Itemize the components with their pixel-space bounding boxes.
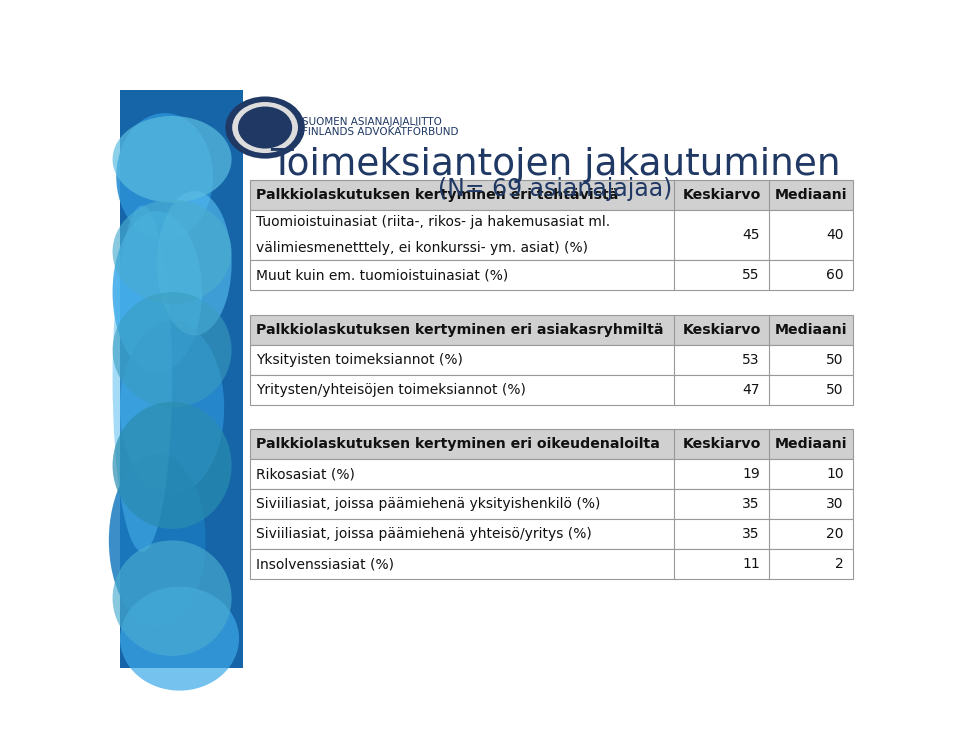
Ellipse shape xyxy=(120,321,225,494)
Text: välimiesmenetttely, ei konkurssi- ym. asiat) (%): välimiesmenetttely, ei konkurssi- ym. as… xyxy=(256,241,588,255)
Text: Keskiarvo: Keskiarvo xyxy=(683,322,760,337)
Text: Tuomioistuinasiat (riita-, rikos- ja hakemusasiat ml.: Tuomioistuinasiat (riita-, rikos- ja hak… xyxy=(256,215,611,229)
Bar xyxy=(251,209,852,260)
Text: Mediaani: Mediaani xyxy=(775,437,847,451)
Text: 40: 40 xyxy=(827,228,844,242)
Text: Mediaani: Mediaani xyxy=(775,322,847,337)
Text: 53: 53 xyxy=(742,352,760,367)
Text: 45: 45 xyxy=(742,228,760,242)
Text: Palkkiolaskutuksen kertyminen eri asiakasryhmiltä: Palkkiolaskutuksen kertyminen eri asiaka… xyxy=(256,322,663,337)
Text: 35: 35 xyxy=(742,497,760,511)
Text: Yksityisten toimeksiannot (%): Yksityisten toimeksiannot (%) xyxy=(256,352,463,367)
Text: 30: 30 xyxy=(827,497,844,511)
Bar xyxy=(251,315,852,345)
Ellipse shape xyxy=(112,211,202,373)
Text: 20: 20 xyxy=(827,527,844,541)
Text: 55: 55 xyxy=(742,268,760,283)
Bar xyxy=(251,519,852,549)
Ellipse shape xyxy=(112,206,172,552)
Ellipse shape xyxy=(157,191,231,335)
Text: Keskiarvo: Keskiarvo xyxy=(683,437,760,451)
Ellipse shape xyxy=(112,200,231,304)
Circle shape xyxy=(232,102,298,153)
Ellipse shape xyxy=(120,586,239,691)
Ellipse shape xyxy=(108,454,205,627)
Text: Toimeksiantojen jakautuminen: Toimeksiantojen jakautuminen xyxy=(270,147,841,183)
Circle shape xyxy=(227,98,303,158)
Bar xyxy=(251,549,852,579)
Text: 50: 50 xyxy=(827,352,844,367)
Circle shape xyxy=(238,106,292,148)
Ellipse shape xyxy=(112,402,231,529)
Text: 19: 19 xyxy=(742,467,760,481)
Ellipse shape xyxy=(112,116,231,202)
Bar xyxy=(251,179,852,209)
Bar xyxy=(251,345,852,375)
Bar xyxy=(251,260,852,290)
Text: Yritysten/yhteisöjen toimeksiannot (%): Yritysten/yhteisöjen toimeksiannot (%) xyxy=(256,382,526,397)
Text: 60: 60 xyxy=(827,268,844,283)
Bar xyxy=(251,429,852,459)
Text: SUOMEN ASIANAJAJALIITTO: SUOMEN ASIANAJAJALIITTO xyxy=(302,117,443,128)
Bar xyxy=(251,489,852,519)
Text: 47: 47 xyxy=(742,382,760,397)
Text: Insolvenssiasiat (%): Insolvenssiasiat (%) xyxy=(256,557,395,572)
Text: Palkkiolaskutuksen kertyminen eri tehtävistä: Palkkiolaskutuksen kertyminen eri tehtäv… xyxy=(256,188,618,202)
Text: 10: 10 xyxy=(827,467,844,481)
Text: 11: 11 xyxy=(742,557,760,572)
Text: Siviiliasiat, joissa päämiehenä yksityishenkilö (%): Siviiliasiat, joissa päämiehenä yksityis… xyxy=(256,497,601,511)
Text: Siviiliasiat, joissa päämiehenä yhteisö/yritys (%): Siviiliasiat, joissa päämiehenä yhteisö/… xyxy=(256,527,592,541)
Text: 2: 2 xyxy=(835,557,844,572)
Text: 50: 50 xyxy=(827,382,844,397)
Text: Mediaani: Mediaani xyxy=(775,188,847,202)
Text: Muut kuin em. tuomioistuinasiat (%): Muut kuin em. tuomioistuinasiat (%) xyxy=(256,268,509,283)
Text: 35: 35 xyxy=(742,527,760,541)
Ellipse shape xyxy=(116,113,213,240)
Bar xyxy=(251,375,852,405)
Text: Rikosasiat (%): Rikosasiat (%) xyxy=(256,467,355,481)
Text: Palkkiolaskutuksen kertyminen eri oikeudenaloilta: Palkkiolaskutuksen kertyminen eri oikeud… xyxy=(256,437,660,451)
Bar xyxy=(251,459,852,489)
Bar xyxy=(120,90,243,668)
Text: (N= 69 asianajajaa): (N= 69 asianajajaa) xyxy=(438,177,672,201)
Text: FINLANDS ADVOKATFÖRBUND: FINLANDS ADVOKATFÖRBUND xyxy=(302,127,459,136)
Text: Keskiarvo: Keskiarvo xyxy=(683,188,760,202)
Ellipse shape xyxy=(112,541,231,656)
Ellipse shape xyxy=(112,292,231,408)
